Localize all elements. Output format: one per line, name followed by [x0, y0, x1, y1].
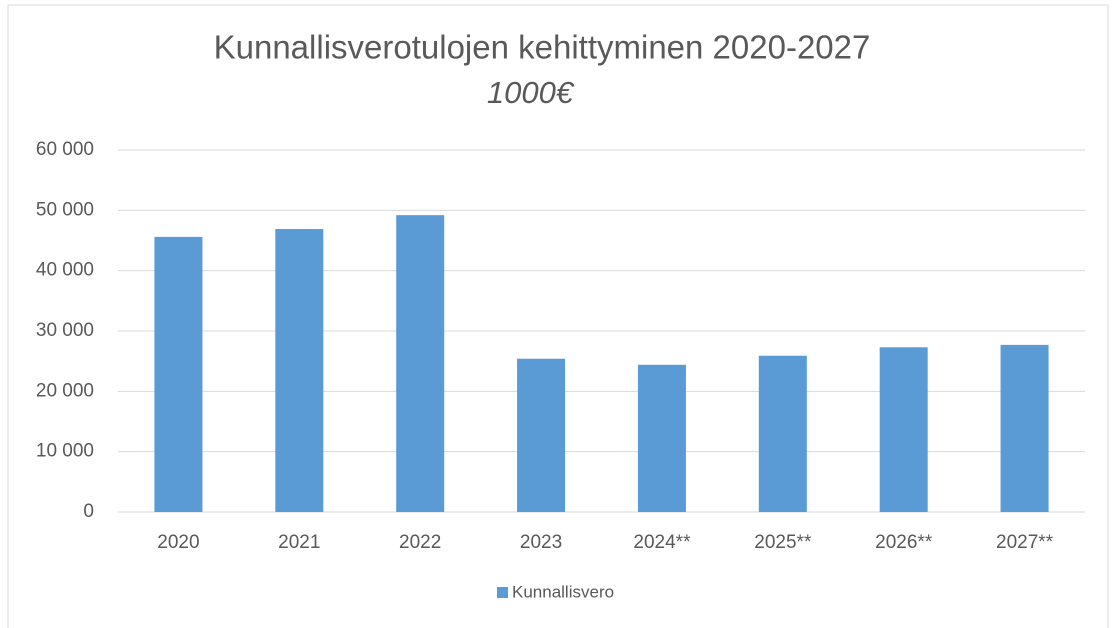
x-tick-label: 2025**: [754, 532, 812, 553]
x-tick-label: 2022: [399, 532, 441, 553]
chart-title: Kunnallisverotulojen kehittyminen 2020-2…: [214, 29, 871, 66]
bar: [396, 215, 445, 512]
bar: [275, 229, 324, 512]
legend-swatch: [497, 587, 508, 598]
x-tick-label: 2026**: [875, 532, 933, 553]
bar: [154, 236, 203, 512]
y-tick-label: 10 000: [36, 441, 94, 462]
y-tick-label: 60 000: [36, 139, 94, 160]
bar: [758, 355, 807, 512]
y-tick-label: 0: [83, 501, 94, 522]
x-tick-label: 2021: [278, 532, 320, 553]
chart-subtitle: 1000€: [487, 75, 575, 110]
y-tick-label: 20 000: [36, 380, 94, 401]
x-tick-label: 2027**: [996, 532, 1054, 553]
bar: [637, 364, 686, 512]
bar: [1000, 344, 1049, 512]
x-tick-label: 2023: [520, 532, 562, 553]
bar: [879, 347, 928, 512]
legend-label: Kunnallisvero: [512, 582, 614, 601]
y-tick-label: 40 000: [36, 260, 94, 281]
x-tick-label: 2024**: [633, 532, 691, 553]
y-tick-label: 30 000: [36, 320, 94, 341]
y-tick-label: 50 000: [36, 199, 94, 220]
bar: [517, 358, 566, 512]
x-tick-label: 2020: [157, 532, 199, 553]
